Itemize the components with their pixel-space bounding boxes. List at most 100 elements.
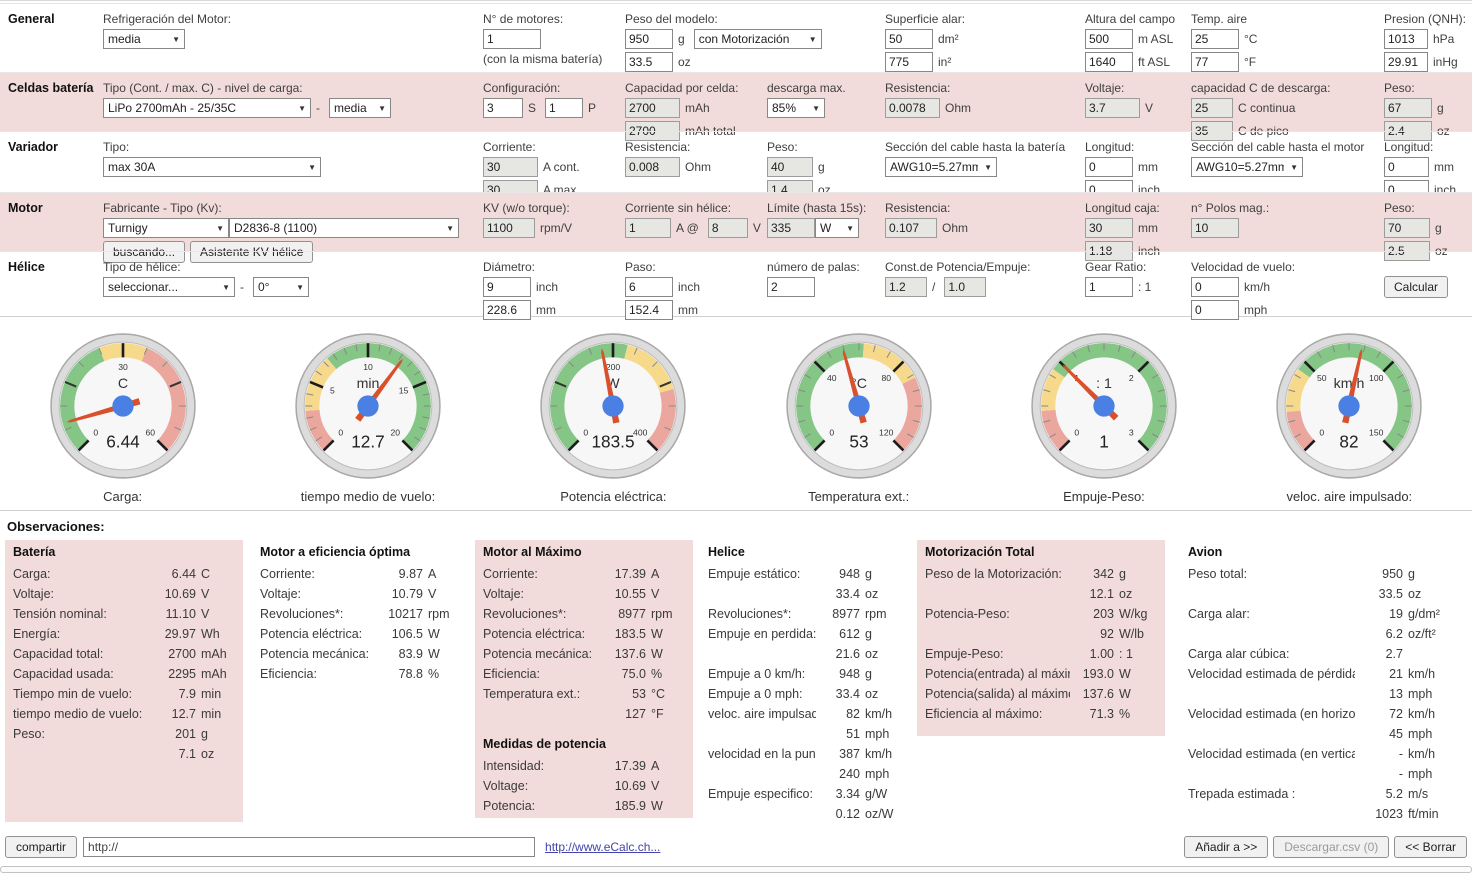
result-label: tiempo medio de vuelo: <box>13 707 144 721</box>
clear-button[interactable]: << Borrar <box>1394 836 1467 858</box>
result-label: Carga alar: <box>1188 607 1355 621</box>
share-url-input[interactable] <box>83 837 535 857</box>
dropdown-con-motorizacion[interactable]: con Motorización▼ <box>694 29 822 49</box>
result-unit: oz <box>196 747 235 761</box>
dropdown-seleccionar[interactable]: seleccionar...▼ <box>103 277 235 297</box>
field-label: Fabricante - Tipo (Kv): <box>103 201 459 215</box>
field-line: Turnigy▼D2836-8 (1100)▼ <box>103 218 459 238</box>
field-line: media▼ <box>103 29 231 49</box>
field-line: V <box>1085 98 1162 118</box>
value-input[interactable] <box>1384 29 1428 49</box>
result-value: 5.2 <box>1355 787 1403 801</box>
field-configuracion: Configuración:SP <box>483 81 605 121</box>
value-input[interactable] <box>625 52 673 72</box>
field-line: inHg <box>1384 52 1467 72</box>
result-unit: oz <box>860 647 905 661</box>
result-row: 33.4oz <box>708 584 905 604</box>
unit-label: ft ASL <box>1138 55 1170 69</box>
unit-label: mm <box>536 303 556 317</box>
result-row: Temperatura ext.:53°C <box>483 684 685 704</box>
field-line: max 30A▼ <box>103 157 321 177</box>
value-input[interactable] <box>1085 52 1133 72</box>
result-label: Empuje estático: <box>708 567 816 581</box>
dropdown-media[interactable]: media▼ <box>329 98 391 118</box>
dropdown-max-30a[interactable]: max 30A▼ <box>103 157 321 177</box>
result-value: 0.12 <box>816 807 860 821</box>
form-row-celdas-bateria: Celdas bateríaTipo (Cont. / max. C) - ni… <box>0 72 1472 131</box>
result-label: Velocidad estimada (en vertical): <box>1188 747 1355 761</box>
value-input[interactable] <box>767 277 815 297</box>
value-input[interactable] <box>1191 52 1239 72</box>
result-value: 10.55 <box>594 587 646 601</box>
svg-text:20: 20 <box>390 428 400 438</box>
field-label: Temp. aire <box>1191 12 1266 26</box>
value-input[interactable] <box>1384 52 1428 72</box>
value-input[interactable] <box>625 277 673 297</box>
value-input[interactable] <box>1384 157 1429 177</box>
svg-text:5: 5 <box>330 386 335 396</box>
result-label: veloc. aire impulsado: <box>708 707 816 721</box>
dropdown-awg10-5-27mm[interactable]: AWG10=5.27mm²▼ <box>885 157 997 177</box>
result-row: Eficiencia:75.0% <box>483 664 685 684</box>
dropdown-turnigy[interactable]: Turnigy▼ <box>103 218 229 238</box>
dropdown-d2836-8-1100[interactable]: D2836-8 (1100)▼ <box>229 218 459 238</box>
result-unit: oz/W <box>860 807 905 821</box>
chevron-down-icon: ▼ <box>984 163 992 172</box>
dropdown-media[interactable]: media▼ <box>103 29 185 49</box>
readonly-value-field <box>1384 98 1432 118</box>
result-row: Empuje a 0 mph:33.4oz <box>708 684 905 704</box>
unit-label: A cont. <box>543 160 580 174</box>
value-input[interactable] <box>483 300 531 320</box>
download-csv-button[interactable]: Descargar.csv (0) <box>1273 836 1389 858</box>
field-resistencia: Resistencia:Ohm <box>625 140 720 180</box>
unit-label: Ohm <box>945 101 971 115</box>
value-input[interactable] <box>885 52 933 72</box>
value-input[interactable] <box>625 300 673 320</box>
result-unit: oz <box>860 587 905 601</box>
ecalc-link[interactable]: http://www.eCalc.ch... <box>545 840 660 854</box>
value-input[interactable] <box>885 29 933 49</box>
dropdown-lipo-2700mah-25-35c[interactable]: LiPo 2700mAh - 25/35C▼ <box>103 98 311 118</box>
dropdown-w[interactable]: W▼ <box>815 218 859 238</box>
unit-label: mm <box>678 303 698 317</box>
result-value: 21.6 <box>816 647 860 661</box>
unit-label: dm² <box>938 32 959 46</box>
value-input[interactable] <box>483 277 531 297</box>
unit-label: C continua <box>1238 101 1295 115</box>
field-seccion-del-cable-hasta-el-motor: Sección del cable hasta el motorAWG10=5.… <box>1191 140 1364 180</box>
result-label: Potencia: <box>483 799 594 813</box>
value-input[interactable] <box>1085 29 1133 49</box>
field-line: mm <box>1384 157 1465 177</box>
field-superficie-alar: Superficie alar:dm²in² <box>885 12 968 75</box>
field-gear-ratio: Gear Ratio:: 1 <box>1085 260 1160 300</box>
calcular-button[interactable]: Calcular <box>1384 276 1448 298</box>
share-button[interactable]: compartir <box>5 836 77 858</box>
value-input[interactable] <box>1085 277 1133 297</box>
value-input[interactable] <box>1191 277 1239 297</box>
unit-label: P <box>588 101 596 115</box>
gauge-unit: km/h <box>1334 376 1365 392</box>
result-value: 10.69 <box>594 779 646 793</box>
gauge-hub <box>1339 395 1360 416</box>
value-input[interactable] <box>1191 300 1239 320</box>
field-temp-aire: Temp. aire°C°F <box>1191 12 1266 75</box>
value-input[interactable] <box>483 98 523 118</box>
field-label: Corriente sin hélice: <box>625 201 770 215</box>
result-row: Empuje especifico:3.34g/W <box>708 784 905 804</box>
value-input[interactable] <box>545 98 583 118</box>
dropdown-awg10-5-27mm[interactable]: AWG10=5.27mm²▼ <box>1191 157 1303 177</box>
dropdown-85[interactable]: 85%▼ <box>767 98 825 118</box>
field-tipo: Tipo:max 30A▼ <box>103 140 321 180</box>
result-row: Velocidad estimada (en horizontal):72km/… <box>1188 704 1454 724</box>
add-to-button[interactable]: Añadir a >> <box>1184 836 1268 858</box>
value-input[interactable] <box>1191 29 1239 49</box>
result-value: 106.5 <box>371 627 423 641</box>
value-input[interactable] <box>1085 157 1133 177</box>
form-row-general: GeneralRefrigeración del Motor:media▼N° … <box>0 3 1472 72</box>
svg-text:0: 0 <box>1074 428 1079 438</box>
value-input[interactable] <box>625 29 673 49</box>
dropdown-0[interactable]: 0°▼ <box>253 277 309 297</box>
result-label: Peso de la Motorización: <box>925 567 1070 581</box>
result-unit: min <box>196 707 235 721</box>
value-input[interactable] <box>483 29 541 49</box>
